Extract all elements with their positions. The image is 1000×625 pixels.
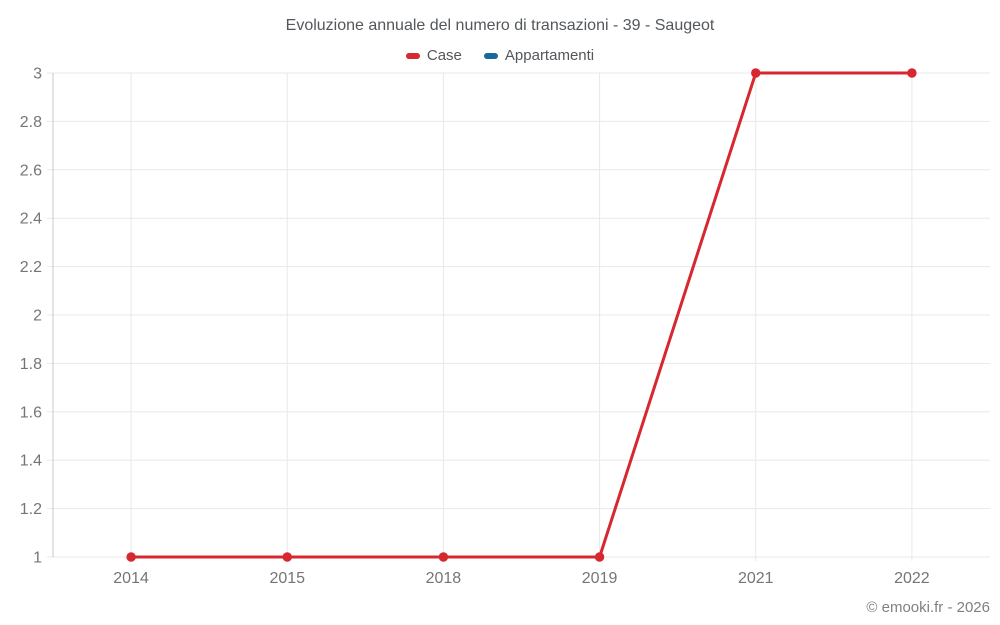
y-tick-label: 2.8 <box>20 114 42 131</box>
y-tick-label: 1 <box>33 550 42 567</box>
legend-label-appartamenti: Appartamenti <box>504 47 595 64</box>
x-tick-label: 2018 <box>426 570 462 587</box>
y-tick-label: 2.4 <box>20 211 42 228</box>
x-tick-label: 2019 <box>582 570 618 587</box>
data-point-case-2014[interactable] <box>126 552 136 562</box>
case-series-swatch-icon <box>405 52 420 59</box>
appartamenti-series-swatch-icon <box>483 52 498 59</box>
y-tick-label: 2 <box>33 308 42 325</box>
series-line-case <box>129 71 914 559</box>
copyright-notice: © emooki.fr - 2026 <box>866 599 990 616</box>
chart-title: Evoluzione annuale del numero di transaz… <box>285 17 715 34</box>
y-tick-label: 1.2 <box>20 501 42 518</box>
x-tick-label: 2021 <box>738 570 774 587</box>
legend-item-appartamenti[interactable]: Appartamenti <box>483 47 595 64</box>
legend-label-case: Case <box>426 47 462 64</box>
x-tick-label: 2015 <box>269 570 305 587</box>
y-tick-label: 3 <box>33 66 42 83</box>
y-tick-label: 1.6 <box>20 404 42 421</box>
y-tick-label: 1.8 <box>20 356 42 373</box>
y-tick-label: 2.6 <box>20 162 42 179</box>
data-point-case-2022[interactable] <box>907 68 917 78</box>
chart-legend: Case Appartamenti <box>0 47 1000 64</box>
y-tick-label: 2.2 <box>20 259 42 276</box>
x-tick-label: 2022 <box>894 570 930 587</box>
data-point-case-2015[interactable] <box>282 552 292 562</box>
y-tick-label: 1.4 <box>20 453 42 470</box>
data-point-case-2019[interactable] <box>594 552 605 562</box>
data-point-case-2018[interactable] <box>438 552 449 562</box>
legend-item-case[interactable]: Case <box>405 47 462 64</box>
x-tick-label: 2014 <box>113 570 149 587</box>
data-point-case-2021[interactable] <box>751 68 761 78</box>
